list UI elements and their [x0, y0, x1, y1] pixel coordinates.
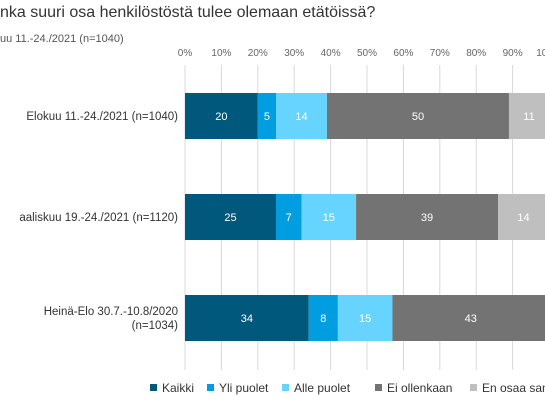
data-label: 50: [412, 111, 424, 123]
legend-swatch: [375, 384, 382, 391]
legend-label: Kaikki: [162, 381, 194, 395]
bar-segment: [257, 93, 276, 139]
legend-label: Alle puolet: [294, 381, 351, 395]
data-label: 15: [359, 313, 371, 325]
x-tick-label: 10%: [211, 48, 231, 59]
bar-segment: [498, 194, 545, 240]
bar-segment: [392, 295, 545, 341]
legend-swatch: [282, 384, 289, 391]
x-tick-label: 80%: [466, 48, 486, 59]
bar-segment: [276, 194, 302, 240]
x-tick-label: 90%: [503, 48, 523, 59]
x-tick-label: 40%: [321, 48, 341, 59]
bar-segment: [185, 295, 309, 341]
legend-label: Ei ollenkaan: [387, 381, 452, 395]
data-label: 25: [224, 212, 236, 224]
x-tick-label: 100%: [536, 48, 545, 59]
bar-segment: [185, 93, 258, 139]
legend-swatch: [207, 384, 214, 391]
data-label: 5: [264, 111, 270, 123]
chart-title: nka suuri osa henkilöstöstä tulee olemaa…: [0, 4, 376, 21]
category-label: Elokuu 11.-24./2021 (n=1040): [26, 111, 178, 123]
legend-label: Yli puolet: [219, 381, 269, 395]
x-tick-label: 0%: [178, 48, 193, 59]
data-label: 11: [523, 111, 534, 123]
legend-label: En osaa sanoa: [482, 381, 545, 395]
x-tick-label: 30%: [284, 48, 304, 59]
data-label: 14: [295, 111, 307, 123]
bar-segment: [337, 295, 393, 341]
data-label: 34: [241, 313, 253, 325]
bar-segment: [185, 194, 276, 240]
data-label: 7: [286, 212, 292, 224]
x-tick-label: 50%: [357, 48, 377, 59]
data-label: 20: [215, 111, 227, 123]
bar-segment: [308, 295, 338, 341]
x-tick-label: 70%: [430, 48, 450, 59]
bar-segment: [356, 194, 499, 240]
bar-segment: [326, 93, 509, 139]
category-label: aaliskuu 19.-24./2021 (n=1120): [19, 212, 178, 224]
legend-swatch: [150, 384, 157, 391]
chart-subtitle: uu 11.-24./2021 (n=1040): [0, 33, 124, 45]
bar-segment: [301, 194, 357, 240]
data-label: 39: [421, 212, 433, 224]
x-tick-label: 20%: [248, 48, 268, 59]
data-label: 14: [517, 212, 529, 224]
data-label: 15: [323, 212, 335, 224]
category-label: Heinä-Elo 30.7.-10.8/2020: [44, 306, 178, 318]
legend-swatch: [470, 384, 477, 391]
category-label: (n=1034): [132, 320, 179, 332]
x-tick-label: 60%: [393, 48, 413, 59]
bar-segment: [276, 93, 327, 139]
data-label: 8: [320, 313, 326, 325]
data-label: 43: [465, 313, 477, 325]
bar-segment: [508, 93, 545, 139]
